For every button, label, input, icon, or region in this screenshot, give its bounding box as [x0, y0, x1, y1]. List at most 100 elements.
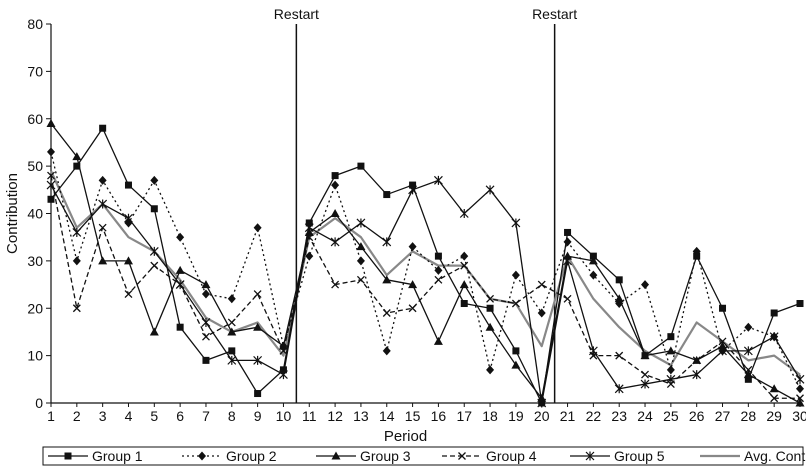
data-point	[175, 265, 185, 274]
series-line	[50, 151, 801, 390]
data-point	[356, 256, 365, 266]
x-tick-label: 1	[47, 408, 55, 424]
x-tick-label: 27	[715, 408, 731, 424]
data-point	[718, 337, 727, 346]
data-point	[46, 180, 56, 190]
data-point	[743, 346, 753, 356]
data-point	[330, 209, 340, 217]
data-point	[641, 370, 649, 379]
data-point	[408, 185, 418, 195]
data-point	[72, 256, 81, 266]
x-tick-label: 19	[508, 408, 524, 424]
x-tick-label: 28	[741, 408, 757, 424]
data-point	[512, 347, 520, 355]
data-point	[47, 195, 55, 203]
data-point	[47, 147, 55, 157]
data-point	[305, 251, 314, 261]
data-point	[73, 162, 81, 170]
data-point	[227, 294, 236, 304]
data-point	[150, 261, 159, 270]
data-point	[667, 333, 675, 341]
data-point	[743, 370, 753, 379]
series-line	[49, 170, 801, 376]
data-point	[563, 237, 572, 247]
y-tick-label: 10	[27, 348, 43, 364]
data-point	[640, 379, 650, 389]
x-tick-label: 25	[663, 408, 679, 424]
legend-item: Group 4	[442, 448, 537, 464]
data-point	[176, 232, 185, 242]
data-point	[588, 256, 598, 265]
x-tick-label: 11	[302, 408, 317, 424]
data-point	[330, 237, 340, 247]
data-point	[563, 256, 572, 266]
legend-box	[42, 446, 804, 466]
data-point	[537, 398, 547, 408]
restart-label: Restart	[532, 6, 577, 22]
data-point	[795, 374, 805, 384]
data-point	[254, 390, 262, 398]
data-point	[98, 256, 108, 265]
data-point	[175, 280, 185, 290]
x-tick-label: 24	[637, 408, 653, 424]
x-tick-label: 6	[176, 408, 184, 424]
x-tick-label: 12	[327, 408, 343, 424]
data-point	[460, 251, 469, 261]
data-point	[589, 252, 597, 260]
restart-label: Restart	[274, 6, 319, 22]
data-point	[201, 280, 211, 289]
data-point	[692, 246, 701, 256]
data-point	[279, 370, 288, 380]
data-point	[770, 394, 779, 403]
legend-label: Group 4	[486, 448, 537, 464]
data-point	[47, 171, 55, 180]
data-point	[150, 205, 158, 213]
data-point	[537, 393, 547, 402]
data-point	[124, 181, 132, 189]
data-point	[331, 172, 339, 180]
legend-item: Group 5	[570, 448, 665, 464]
data-point	[434, 252, 442, 260]
legend-label: Group 3	[360, 448, 411, 464]
data-point	[408, 304, 417, 313]
data-point	[64, 452, 72, 460]
data-point	[511, 299, 520, 308]
data-point	[641, 280, 650, 290]
data-point	[331, 180, 340, 190]
x-tick-label: 26	[689, 408, 705, 424]
data-point	[253, 290, 262, 298]
data-point	[485, 185, 495, 195]
restart-annotations: Restart Restart	[274, 6, 577, 403]
y-tick-label: 0	[35, 395, 43, 411]
x-tick-label: 29	[766, 408, 782, 424]
x-tick-label: 10	[276, 408, 292, 424]
data-point	[382, 309, 391, 317]
data-point	[382, 237, 392, 247]
data-point	[796, 300, 804, 308]
legend-label: Group 2	[226, 448, 277, 464]
data-point	[98, 223, 107, 232]
data-point	[614, 384, 624, 394]
data-point	[357, 162, 365, 170]
y-tick-label: 60	[27, 111, 43, 127]
x-tick-label: 21	[560, 408, 576, 424]
data-point	[72, 304, 81, 313]
data-point	[176, 323, 184, 331]
data-point	[585, 451, 595, 461]
legend-item: Group 3	[316, 448, 411, 464]
x-tick-label: 15	[405, 408, 421, 424]
data-point	[563, 294, 572, 303]
y-tick-label: 70	[27, 63, 43, 79]
series-5	[46, 175, 805, 408]
data-point	[227, 355, 237, 365]
data-point	[693, 252, 701, 260]
data-point	[640, 351, 650, 360]
data-point	[72, 152, 82, 161]
data-point	[331, 451, 341, 460]
x-axis-label: Period	[384, 428, 427, 445]
data-point	[692, 370, 702, 380]
data-point	[744, 365, 753, 374]
data-point	[279, 346, 288, 355]
data-point	[253, 223, 262, 233]
